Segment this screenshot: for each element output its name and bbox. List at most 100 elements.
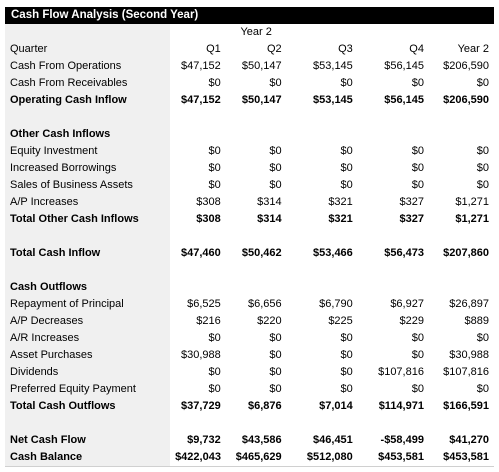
- value-cell: $0: [340, 145, 353, 157]
- table-row: Increased Borrowings $0 $0 $0 $0 $0: [5, 160, 494, 177]
- value-cell: $216: [196, 315, 221, 327]
- column-header-year-total: Year 2: [457, 43, 489, 55]
- value-cell: $7,014: [319, 400, 353, 412]
- value-cell: $6,876: [247, 400, 282, 412]
- value-cell: [358, 279, 429, 296]
- value-cell: $308: [196, 213, 221, 225]
- value-cell: $6,927: [390, 298, 424, 310]
- value-cell: $453,581: [357, 449, 429, 467]
- value-cell: $0: [269, 77, 282, 89]
- value-cell: $0: [269, 332, 282, 344]
- value-cell: $53,466: [313, 247, 353, 259]
- value-cell: $314: [257, 196, 282, 208]
- value-cell: $0: [340, 162, 353, 174]
- blank-cell: [429, 228, 494, 245]
- value-cell: $0: [340, 383, 353, 395]
- blank-label-cell: [5, 228, 171, 245]
- blank-row: [5, 415, 494, 432]
- value-cell: [287, 126, 358, 143]
- value-cell: $0: [476, 179, 489, 191]
- value-cell: $0: [269, 179, 282, 191]
- value-cell: $453,581: [428, 449, 494, 467]
- value-cell: $314: [257, 213, 282, 225]
- value-cell: $0: [269, 145, 282, 157]
- cash-flow-table: Year 2 Quarter Q1 Q2 Q3 Q4 Year 2 Cash F…: [5, 24, 494, 467]
- value-cell: $0: [340, 179, 353, 191]
- blank-row: [5, 109, 494, 126]
- row-label: Cash From Receivables: [5, 75, 171, 92]
- value-cell: $50,147: [241, 60, 282, 72]
- table-row: Equity Investment $0 $0 $0 $0 $0: [5, 143, 494, 160]
- table-row: Dividends $0 $0 $0 $107,816 $107,816: [5, 364, 494, 381]
- row-label: Operating Cash Inflow: [5, 92, 171, 109]
- row-label: A/R Increases: [5, 330, 171, 347]
- column-header-q2: Q2: [266, 43, 282, 55]
- value-cell: $114,971: [378, 400, 424, 412]
- table-row: Sales of Business Assets $0 $0 $0 $0 $0: [5, 177, 494, 194]
- blank-cell: [429, 262, 494, 279]
- blank-cell: [358, 262, 429, 279]
- blank-cell: [287, 262, 358, 279]
- blank-label-cell: [5, 262, 171, 279]
- blank-cell: [170, 415, 226, 432]
- value-cell: $0: [340, 332, 353, 344]
- row-label: Total Cash Outflows: [5, 398, 171, 415]
- blank-cell: [226, 109, 287, 126]
- value-cell: $47,152: [181, 60, 221, 72]
- value-cell: [429, 126, 494, 143]
- value-cell: $0: [269, 349, 282, 361]
- value-cell: $9,732: [187, 434, 221, 446]
- value-cell: $30,988: [449, 349, 489, 361]
- table-row: Cash From Operations $47,152 $50,147 $53,14…: [5, 58, 494, 75]
- row-label: Net Cash Flow: [5, 432, 171, 449]
- row-label: A/P Increases: [5, 194, 171, 211]
- value-cell: $0: [411, 162, 424, 174]
- table-row: Repayment of Principal $6,525 $6,656 $6,790…: [5, 296, 494, 313]
- value-cell: [226, 279, 287, 296]
- value-cell: $321: [328, 196, 353, 208]
- blank-row: [5, 228, 494, 245]
- value-cell: $37,729: [181, 400, 221, 412]
- table-row: A/P Increases $308 $314 $321 $327 $1,271: [5, 194, 494, 211]
- blank-cell: [358, 228, 429, 245]
- row-label: Increased Borrowings: [5, 160, 171, 177]
- table-row: Cash Balance $422,043 $465,629 $512,080 $453…: [5, 449, 494, 467]
- value-cell: $0: [411, 77, 424, 89]
- value-cell: $0: [411, 349, 424, 361]
- cash-flow-sheet: Cash Flow Analysis (Second Year) Year 2 …: [5, 7, 494, 467]
- blank-cell: [287, 228, 358, 245]
- value-cell: [170, 126, 226, 143]
- value-cell: $1,271: [455, 213, 489, 225]
- value-cell: $56,473: [384, 247, 424, 259]
- row-label: Sales of Business Assets: [5, 177, 171, 194]
- blank-label-cell: [5, 415, 171, 432]
- column-header-row: Quarter Q1 Q2 Q3 Q4 Year 2: [5, 41, 494, 58]
- value-cell: $0: [476, 332, 489, 344]
- value-cell: $50,462: [241, 247, 282, 259]
- value-cell: $0: [208, 162, 221, 174]
- value-cell: $0: [340, 77, 353, 89]
- value-cell: $107,816: [378, 366, 424, 378]
- table-row: Net Cash Flow $9,732 $43,586 $46,451 -$58,49…: [5, 432, 494, 449]
- value-cell: $0: [411, 179, 424, 191]
- table-row: Cash From Receivables $0 $0 $0 $0 $0: [5, 75, 494, 92]
- column-header-q4: Q4: [409, 43, 424, 55]
- value-cell: $321: [328, 213, 353, 225]
- value-cell: $0: [208, 383, 221, 395]
- blank-cell: [358, 109, 429, 126]
- row-label: Asset Purchases: [5, 347, 171, 364]
- year-header-row: Year 2: [5, 24, 494, 41]
- value-cell: $107,816: [443, 366, 489, 378]
- value-cell: $0: [411, 383, 424, 395]
- blank-cell: [170, 262, 226, 279]
- value-cell: [170, 279, 226, 296]
- value-cell: [358, 126, 429, 143]
- table-row: Operating Cash Inflow $47,152 $50,147 $53,1…: [5, 92, 494, 109]
- row-label: Equity Investment: [5, 143, 171, 160]
- year-header-spacer: [429, 24, 494, 41]
- value-cell: $308: [196, 196, 221, 208]
- row-label: Total Cash Inflow: [5, 245, 171, 262]
- value-cell: $206,590: [443, 60, 489, 72]
- table-row: Total Cash Inflow $47,460 $50,462 $53,466 $5…: [5, 245, 494, 262]
- year-header-spacer: [358, 24, 429, 41]
